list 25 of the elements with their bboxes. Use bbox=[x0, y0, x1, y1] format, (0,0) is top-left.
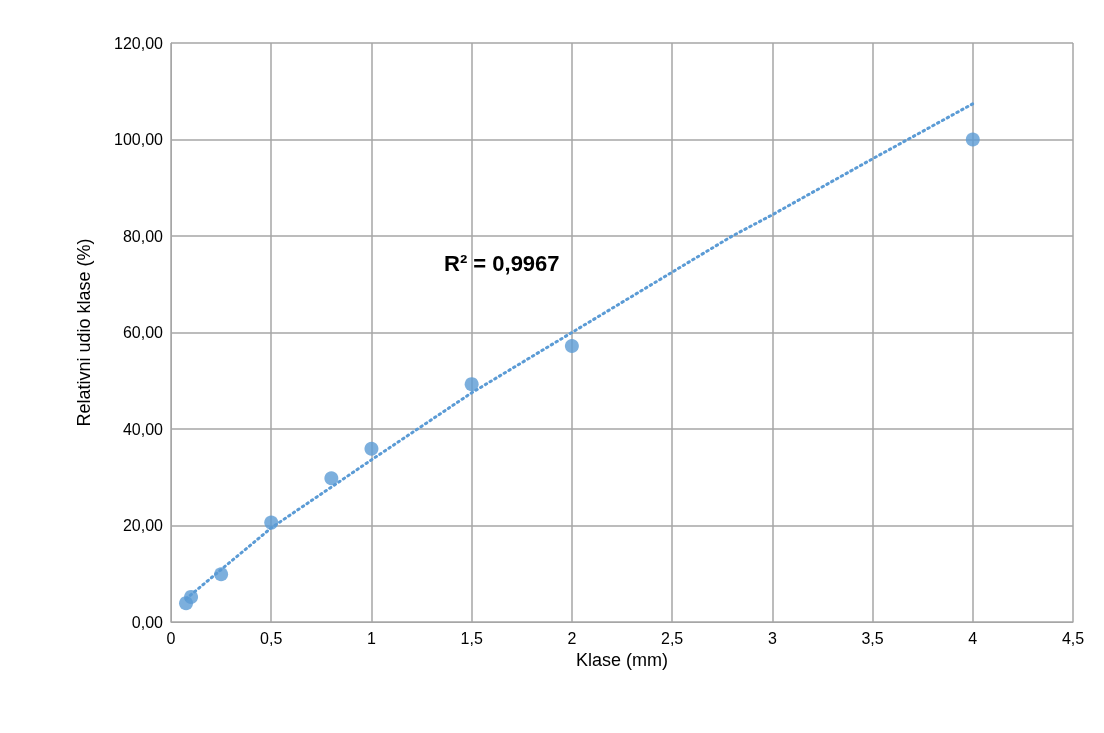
x-tick-label: 0,5 bbox=[260, 629, 283, 647]
y-tick-label: 40,00 bbox=[122, 420, 164, 438]
annotation: R² = 0,9967 bbox=[444, 250, 560, 276]
x-tick-label: 3 bbox=[767, 629, 777, 647]
point bbox=[464, 377, 479, 392]
x-tick-label: 4,5 bbox=[1061, 629, 1085, 647]
x-axis-title: Klase (mm) bbox=[575, 649, 669, 670]
y-tick-label: 80,00 bbox=[122, 227, 164, 245]
y-tick-label: 20,00 bbox=[122, 517, 164, 534]
x-tick-label: 4 bbox=[968, 629, 978, 647]
point bbox=[965, 132, 980, 147]
y-tick-label: 100,00 bbox=[114, 131, 164, 148]
y-tick-label: 120,00 bbox=[114, 34, 164, 52]
y-tick-label: 60,00 bbox=[122, 324, 164, 341]
x-tick-label: 1,5 bbox=[460, 629, 483, 647]
point bbox=[364, 441, 379, 456]
x-tick-label: 2 bbox=[567, 629, 577, 647]
x-tick-label: 2,5 bbox=[660, 629, 684, 647]
x-tick-label: 1 bbox=[366, 629, 376, 647]
point bbox=[564, 339, 579, 354]
point bbox=[324, 471, 339, 486]
x-tick-label: 0 bbox=[166, 629, 176, 647]
x-tick-label: 3,5 bbox=[861, 629, 884, 647]
y-axis-title: Relativni udio klase (%) bbox=[74, 238, 94, 427]
y-tick-label: 0,00 bbox=[131, 613, 164, 631]
